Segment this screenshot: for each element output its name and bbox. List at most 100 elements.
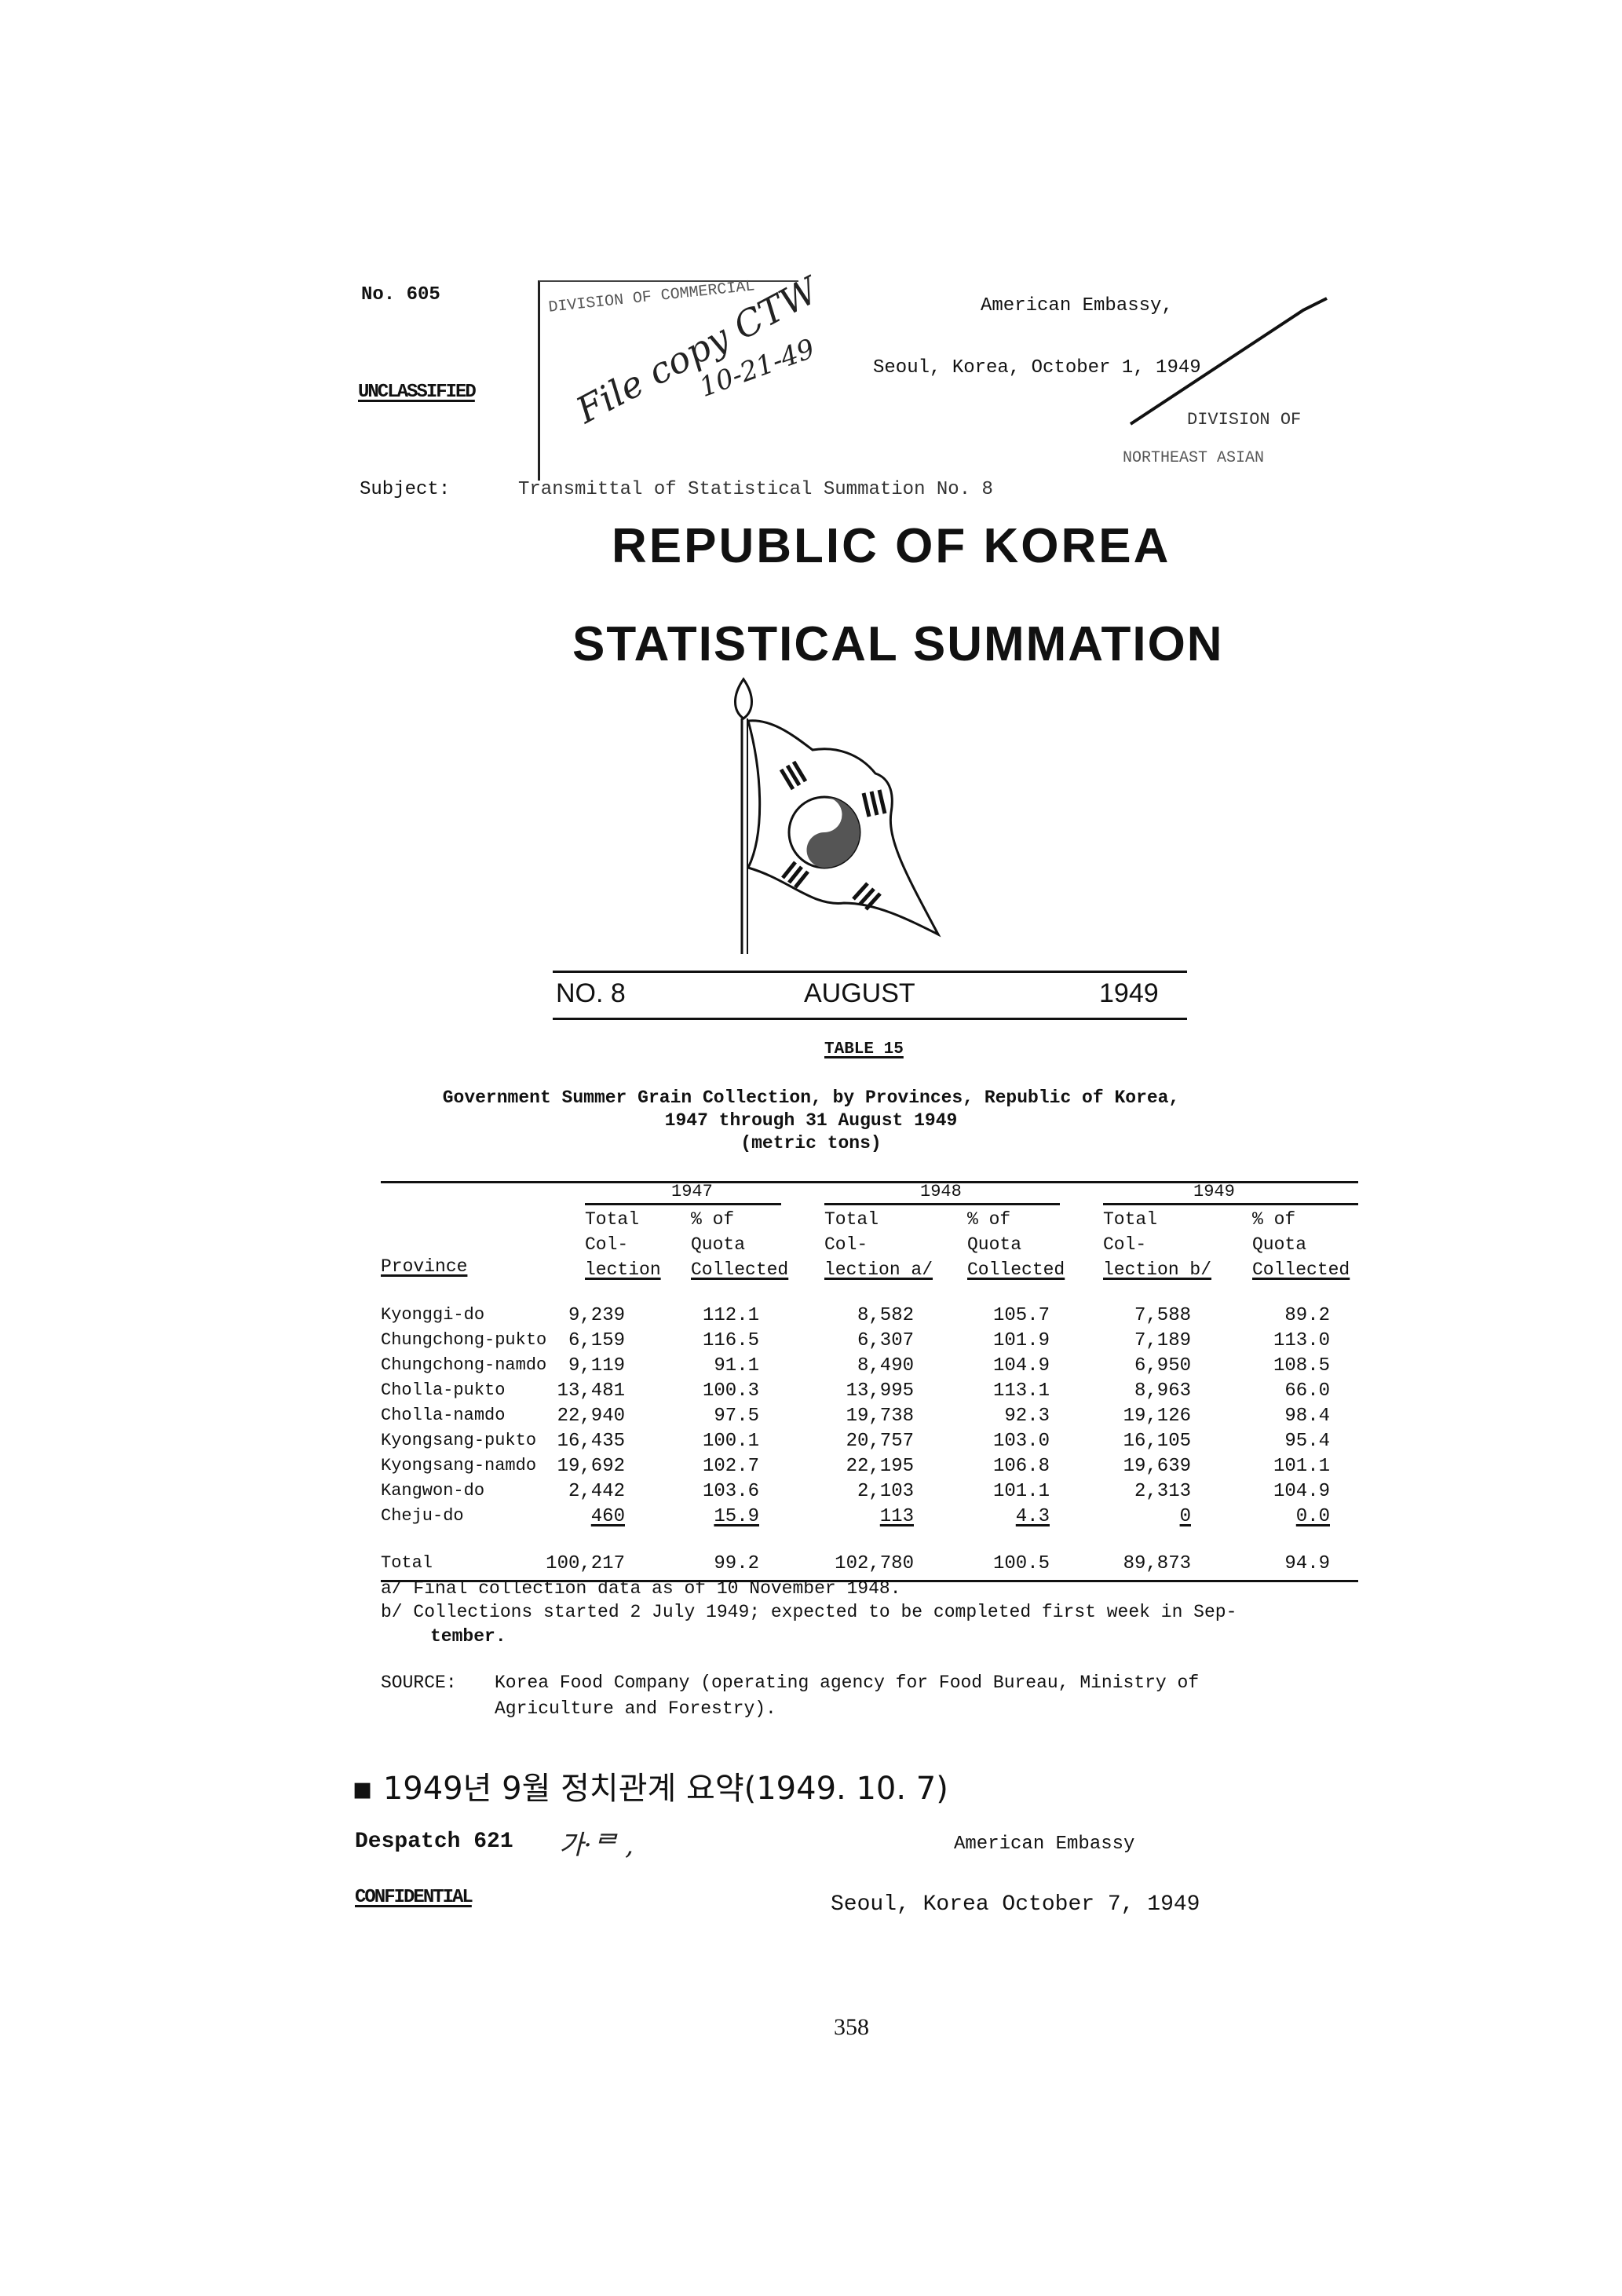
cover-title: REPUBLIC OF KOREA [612, 519, 1171, 573]
despatch-number: No. 605 [361, 284, 440, 305]
value-cell: 8,582 [857, 1305, 914, 1326]
value-cell: 108.5 [1273, 1355, 1330, 1377]
value-cell: 97.5 [714, 1406, 759, 1427]
value-cell: 100,217 [546, 1553, 625, 1574]
masthead-rule-bottom [553, 1018, 1187, 1020]
table-bottom-rule [381, 1580, 1358, 1582]
value-cell: 8,963 [1134, 1380, 1191, 1402]
column-header: Collected [691, 1260, 789, 1280]
table-label: TABLE 15 [824, 1040, 904, 1058]
value-cell: 116.5 [702, 1330, 759, 1351]
column-header: lection [585, 1260, 661, 1280]
table-caption-line2: 1947 through 31 August 1949 [664, 1110, 958, 1131]
source-line2: Agriculture and Forestry). [495, 1698, 776, 1719]
value-cell: 6,159 [568, 1330, 625, 1351]
value-cell: 2,313 [1134, 1481, 1191, 1502]
province-cell: Kyongsang-namdo [381, 1456, 537, 1475]
value-cell: 105.7 [992, 1305, 1050, 1326]
value-cell: 9,119 [568, 1355, 625, 1377]
value-cell: 16,435 [557, 1431, 625, 1452]
value-cell: 103.0 [992, 1431, 1050, 1452]
value-cell: 6,307 [857, 1330, 914, 1351]
value-cell: 102.7 [702, 1456, 759, 1477]
value-cell: 6,950 [1134, 1355, 1191, 1377]
value-cell: 460 [590, 1506, 625, 1527]
value-cell: 7,588 [1134, 1305, 1191, 1326]
province-cell: Cholla-namdo [381, 1406, 506, 1425]
column-header: Col- [824, 1234, 868, 1255]
year-header-1947: 1947 [671, 1182, 713, 1201]
value-cell: 4.3 [1015, 1506, 1050, 1527]
value-cell: 101.9 [992, 1330, 1050, 1351]
column-header: Quota [1252, 1234, 1307, 1255]
value-cell: 102,780 [835, 1553, 914, 1574]
footnote-a: a/ Final collection data as of 10 Novemb… [381, 1578, 901, 1599]
year-header-1949: 1949 [1193, 1182, 1235, 1201]
value-cell: 7,189 [1134, 1330, 1191, 1351]
column-header: Total [824, 1209, 879, 1230]
value-cell: 22,940 [557, 1406, 625, 1427]
province-cell: Kangwon-do [381, 1481, 485, 1501]
value-cell: 89.2 [1284, 1305, 1330, 1326]
column-header: Col- [585, 1234, 629, 1255]
value-cell: 104.9 [992, 1355, 1050, 1377]
subject-text: Transmittal of Statistical Summation No.… [518, 479, 993, 500]
subject-label: Subject: [360, 479, 451, 500]
year-rule-1949 [1103, 1203, 1358, 1205]
value-cell: 103.6 [702, 1481, 759, 1502]
table-top-rule [381, 1181, 1358, 1183]
year-rule-1947 [585, 1203, 781, 1205]
sender-address: American Embassy, [981, 295, 1173, 316]
received-stamp-box: DIVISION OF COMMERCIAL File copy CTW 10-… [538, 269, 825, 481]
value-cell: 104.9 [1273, 1481, 1330, 1502]
value-cell: 19,692 [557, 1456, 625, 1477]
source-label: SOURCE: [381, 1673, 457, 1693]
column-header: Quota [691, 1234, 746, 1255]
value-cell: 66.0 [1284, 1380, 1330, 1402]
value-cell: 19,639 [1123, 1456, 1191, 1477]
value-cell: 113 [879, 1506, 914, 1527]
province-cell: Chungchong-namdo [381, 1355, 547, 1375]
value-cell: 94.9 [1284, 1553, 1330, 1574]
value-cell: 19,126 [1123, 1406, 1191, 1427]
value-cell: 2,103 [857, 1481, 914, 1502]
value-cell: 106.8 [992, 1456, 1050, 1477]
value-cell: 89,873 [1123, 1553, 1191, 1574]
next-document-heading: ▪ 1949년 9월 정치관계 요약(1949. 10. 7) [352, 1771, 948, 1807]
year-header-1948: 1948 [920, 1182, 962, 1201]
column-header: Total [1103, 1209, 1158, 1230]
value-cell: 100.1 [702, 1431, 759, 1452]
value-cell: 92.3 [1004, 1406, 1050, 1427]
value-cell: 100.5 [992, 1553, 1050, 1574]
table-caption-line1: Government Summer Grain Collection, by P… [442, 1088, 1180, 1108]
value-cell: 98.4 [1284, 1406, 1330, 1427]
issue-number: NO. 8 [556, 978, 626, 1008]
column-header: % of [691, 1209, 735, 1230]
value-cell: 19,738 [846, 1406, 914, 1427]
column-header: lection b/ [1103, 1260, 1212, 1280]
place-date-2: Seoul, Korea October 7, 1949 [831, 1892, 1200, 1917]
column-header: Quota [967, 1234, 1022, 1255]
province-cell: Cheju-do [381, 1506, 464, 1526]
sender-2: American Embassy [954, 1834, 1135, 1855]
value-cell: 95.4 [1284, 1431, 1330, 1452]
province-cell: Chungchong-pukto [381, 1330, 547, 1350]
column-header: Col- [1103, 1234, 1147, 1255]
classification-marking-2: CONFIDENTIAL [355, 1887, 473, 1908]
value-cell: 0 [1179, 1506, 1191, 1527]
column-header: Collected [967, 1260, 1065, 1280]
value-cell: 16,105 [1123, 1431, 1191, 1452]
issue-month: AUGUST [804, 978, 915, 1008]
source-line1: Korea Food Company (operating agency for… [495, 1673, 1200, 1693]
province-cell: Kyongsang-pukto [381, 1431, 537, 1450]
value-cell: 113.1 [992, 1380, 1050, 1402]
value-cell: 100.3 [702, 1380, 759, 1402]
value-cell: 13,481 [557, 1380, 625, 1402]
table-caption-line3: (metric tons) [740, 1133, 882, 1153]
page-number: 358 [834, 2014, 869, 2040]
issue-year: 1949 [1099, 978, 1159, 1008]
value-cell: 101.1 [1273, 1456, 1330, 1477]
column-header: Total [585, 1209, 640, 1230]
year-rule-1948 [824, 1203, 1060, 1205]
place-date: Seoul, Korea, October 1, 1949 [873, 357, 1201, 378]
